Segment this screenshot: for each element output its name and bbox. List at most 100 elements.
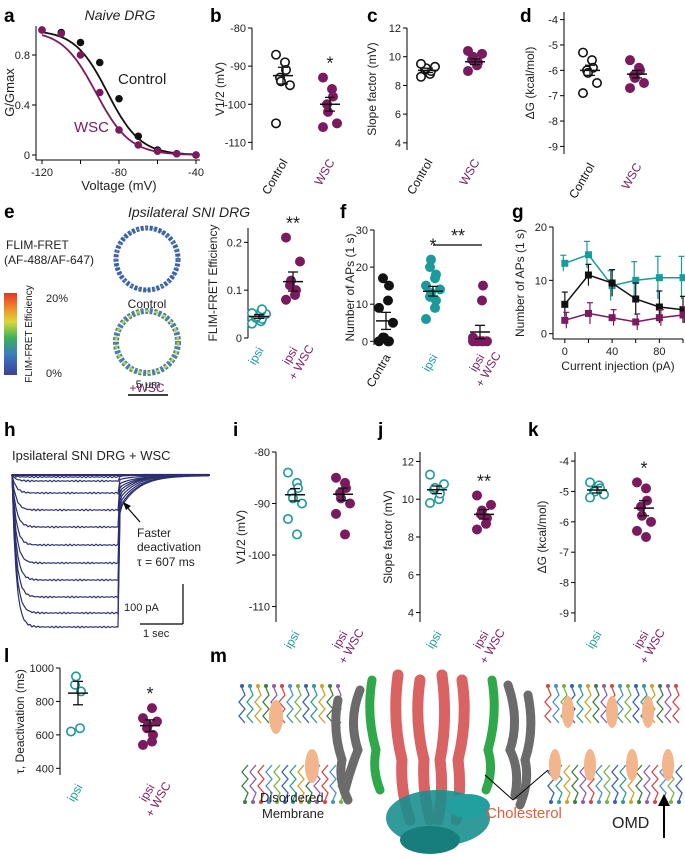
data-point (76, 38, 85, 47)
lipid-upper (616, 687, 624, 724)
lipid-head (613, 800, 617, 804)
panel-e-illustration: Ipsilateral SNI DRG FLIM-FRET (AF-488/AF… (4, 204, 250, 396)
chart-k-delta-g: -4 -5 -6 -7 -8 -9 ΔG (kcal/mol) ipsi * ipsi+ WSC (535, 452, 668, 667)
data-point (282, 513, 293, 524)
flim-label-line1: FLIM-FRET (6, 238, 69, 252)
y-tick-label: -5 (559, 486, 569, 498)
category-label: ipsi (423, 629, 444, 652)
category-label: Control (259, 157, 290, 198)
data-point (152, 716, 163, 727)
lipid-lower (651, 764, 659, 801)
y-axis-label: ΔG (kcal/mol) (523, 47, 537, 120)
data-point (476, 48, 487, 59)
lipid-lower (249, 764, 257, 801)
x-tick-label: 80 (653, 346, 665, 358)
data-point (561, 300, 569, 308)
chart-title: Naive DRG (85, 7, 156, 23)
x-axis-label: Current injection (pA) (561, 359, 674, 373)
annotation-arrow (125, 505, 141, 523)
lipid-lower (579, 764, 587, 801)
x-tick-label: -80 (111, 167, 127, 179)
colorbar-title: FLIM-FRET Efficiency (24, 285, 35, 382)
significance-mark: * (146, 684, 153, 704)
lipid-head (240, 684, 244, 688)
data-point (632, 318, 640, 326)
lipid-head (307, 800, 311, 804)
lipid-head (320, 684, 324, 688)
data-point (584, 271, 592, 279)
data-point (95, 88, 104, 97)
lipid-head (637, 800, 641, 804)
data-point (477, 280, 488, 291)
data-point (317, 122, 328, 133)
data-point (322, 106, 333, 117)
category-label: WSC (618, 160, 644, 192)
panel-letter-m: m (210, 646, 227, 667)
colorbar-bottom-label: 0% (46, 368, 62, 380)
series-line-0 (564, 253, 683, 287)
lipid-head (573, 800, 577, 804)
lipid-upper (254, 687, 262, 724)
lipid-lower (547, 764, 555, 801)
y-axis-label: G/Gmax (2, 68, 17, 117)
category-label: ipsi+ WSC (625, 620, 668, 667)
data-point (624, 83, 635, 94)
significance-mark: * (429, 236, 436, 256)
legend-control: Control (118, 71, 166, 88)
x-tick-label: 0 (562, 346, 568, 358)
data-point (317, 72, 328, 83)
data-point (148, 729, 159, 740)
significance-mark: ** (286, 214, 300, 234)
lipid-lower (675, 764, 683, 801)
panel-letter-c: c (367, 6, 378, 27)
y-axis-label: ΔG (kcal/mol) (535, 501, 549, 574)
y-tick-label: 6 (408, 570, 414, 582)
data-point (280, 232, 291, 243)
y-tick-label: -7 (548, 91, 558, 103)
helix-green-left (365, 675, 385, 795)
series-line-1 (564, 274, 684, 311)
lipid-head (248, 684, 252, 688)
data-point (71, 671, 82, 682)
legend-wsc: WSC (74, 119, 109, 136)
cholesterol (662, 749, 674, 781)
y-tick-label: -9 (559, 608, 569, 620)
category-label: ipsi+ WSC (324, 620, 367, 667)
lipid-head (650, 684, 654, 688)
lipid-head (626, 684, 630, 688)
lipid-upper (632, 687, 640, 724)
lipid-lower (643, 764, 651, 801)
data-point (655, 274, 663, 282)
lipid-upper (584, 687, 592, 724)
y-tick-label: -90 (254, 499, 270, 511)
y-tick-label: 20 (356, 262, 368, 274)
panel-letter-f: f (340, 202, 347, 223)
category-label: Control (566, 161, 597, 202)
y-axis-label: Number of APs (1 s) (343, 233, 357, 341)
data-point (138, 739, 149, 750)
current-trace (11, 474, 210, 582)
category-label: ipsi (64, 782, 85, 805)
category-label: ipsi (419, 352, 440, 375)
data-point (424, 497, 435, 508)
lipid-lower (595, 764, 603, 801)
data-point (382, 295, 393, 306)
lipid-head (565, 800, 569, 804)
data-point (679, 311, 685, 319)
omd-arrowhead (658, 794, 670, 806)
lipid-head (554, 684, 558, 688)
lipid-head (602, 684, 606, 688)
lipid-upper (310, 687, 318, 724)
scale-current-label: 100 pA (124, 602, 160, 614)
cholesterol (305, 749, 319, 783)
data-point (485, 499, 496, 510)
data-point (420, 314, 431, 325)
cholesterol-molecules (269, 696, 674, 783)
x-tick-label: -120 (31, 167, 53, 179)
data-point (631, 477, 642, 488)
cholesterol-pointer-1 (484, 774, 514, 801)
data-point (75, 723, 86, 734)
data-point (138, 713, 149, 724)
data-point (424, 469, 435, 480)
